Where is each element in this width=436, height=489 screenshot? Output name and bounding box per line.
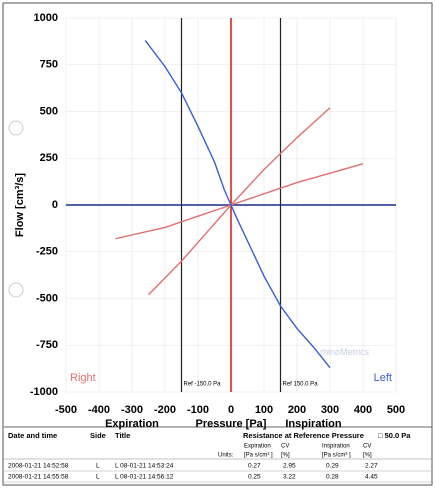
- series-line: [144, 40, 331, 369]
- table-cell: 0.27: [248, 463, 261, 470]
- table-units: Units:: [218, 453, 234, 459]
- y-tick-label: -250: [36, 246, 58, 258]
- x-left-label: Expiration: [105, 418, 159, 430]
- table-cell: 2008-01-21 14:55:58: [8, 474, 69, 481]
- legend-entry: Left: [374, 372, 392, 384]
- x-axis-label: Pressure [Pa]: [196, 418, 267, 430]
- table-header: Title: [115, 431, 130, 440]
- x-tick-label: -100: [187, 404, 209, 416]
- x-tick-label: 300: [321, 404, 339, 416]
- table-cell: 0.29: [326, 463, 339, 470]
- table-header: □ 50.0 Pa: [378, 431, 411, 440]
- x-tick-label: 400: [354, 404, 372, 416]
- y-tick-label: -1000: [30, 386, 58, 398]
- table-header: Side: [90, 431, 106, 440]
- table-cell: 0.28: [326, 474, 339, 481]
- table-header: Date and time: [8, 431, 57, 440]
- x-tick-label: -400: [88, 404, 110, 416]
- legend-entry: Right: [70, 372, 96, 384]
- x-tick-label: 500: [387, 404, 405, 416]
- table-cell: 2.27: [365, 463, 378, 470]
- table-units: [Pa s/cm³ ]: [322, 453, 351, 459]
- y-axis-label: Flow [cm³/s]: [14, 173, 26, 238]
- table-cell: 3.22: [283, 474, 296, 481]
- table-header: Resistance at Reference Pressure: [243, 431, 364, 440]
- y-tick-label: 250: [40, 152, 58, 164]
- y-tick-label: 750: [40, 59, 58, 71]
- x-tick-label: 0: [228, 404, 234, 416]
- table-cell: L 08-01-21 14:53:24: [115, 463, 174, 470]
- table-subheader: CV: [363, 444, 371, 450]
- punch-hole: [8, 120, 24, 136]
- x-tick-label: -300: [121, 404, 143, 416]
- x-tick-label: -200: [154, 404, 176, 416]
- watermark: rhinoMetrics: [320, 347, 370, 357]
- table-cell: L: [96, 474, 100, 481]
- x-tick-label: 100: [255, 404, 273, 416]
- y-tick-label: 0: [52, 199, 58, 211]
- table-units: [%]: [363, 453, 372, 459]
- table-cell: L 08-01-21 14:56:12: [115, 474, 174, 481]
- punch-hole: [8, 282, 24, 298]
- y-tick-label: -500: [36, 292, 58, 304]
- table-subheader: Expiration: [244, 444, 271, 450]
- table-subheader: CV: [281, 444, 289, 450]
- table-cell: 4.45: [365, 474, 378, 481]
- table-cell: L: [96, 463, 100, 470]
- ref-label: Ref 150.0 Pa: [283, 382, 319, 388]
- table-units: [Pa s/cm³ ]: [244, 453, 273, 459]
- ref-label: Ref -150.0 Pa: [184, 382, 222, 388]
- y-tick-label: 500: [40, 105, 58, 117]
- x-right-label: Inspiration: [285, 418, 342, 430]
- x-tick-label: -500: [55, 404, 77, 416]
- table-cell: 0.25: [248, 474, 261, 481]
- y-tick-label: 1000: [34, 12, 58, 24]
- table-subheader: Inspiration: [322, 444, 350, 450]
- y-tick-label: -750: [36, 339, 58, 351]
- table-units: [%]: [281, 453, 290, 459]
- table-cell: 2008-01-21 14:52:58: [8, 463, 69, 470]
- x-tick-label: 200: [288, 404, 306, 416]
- table-cell: 2.95: [283, 463, 296, 470]
